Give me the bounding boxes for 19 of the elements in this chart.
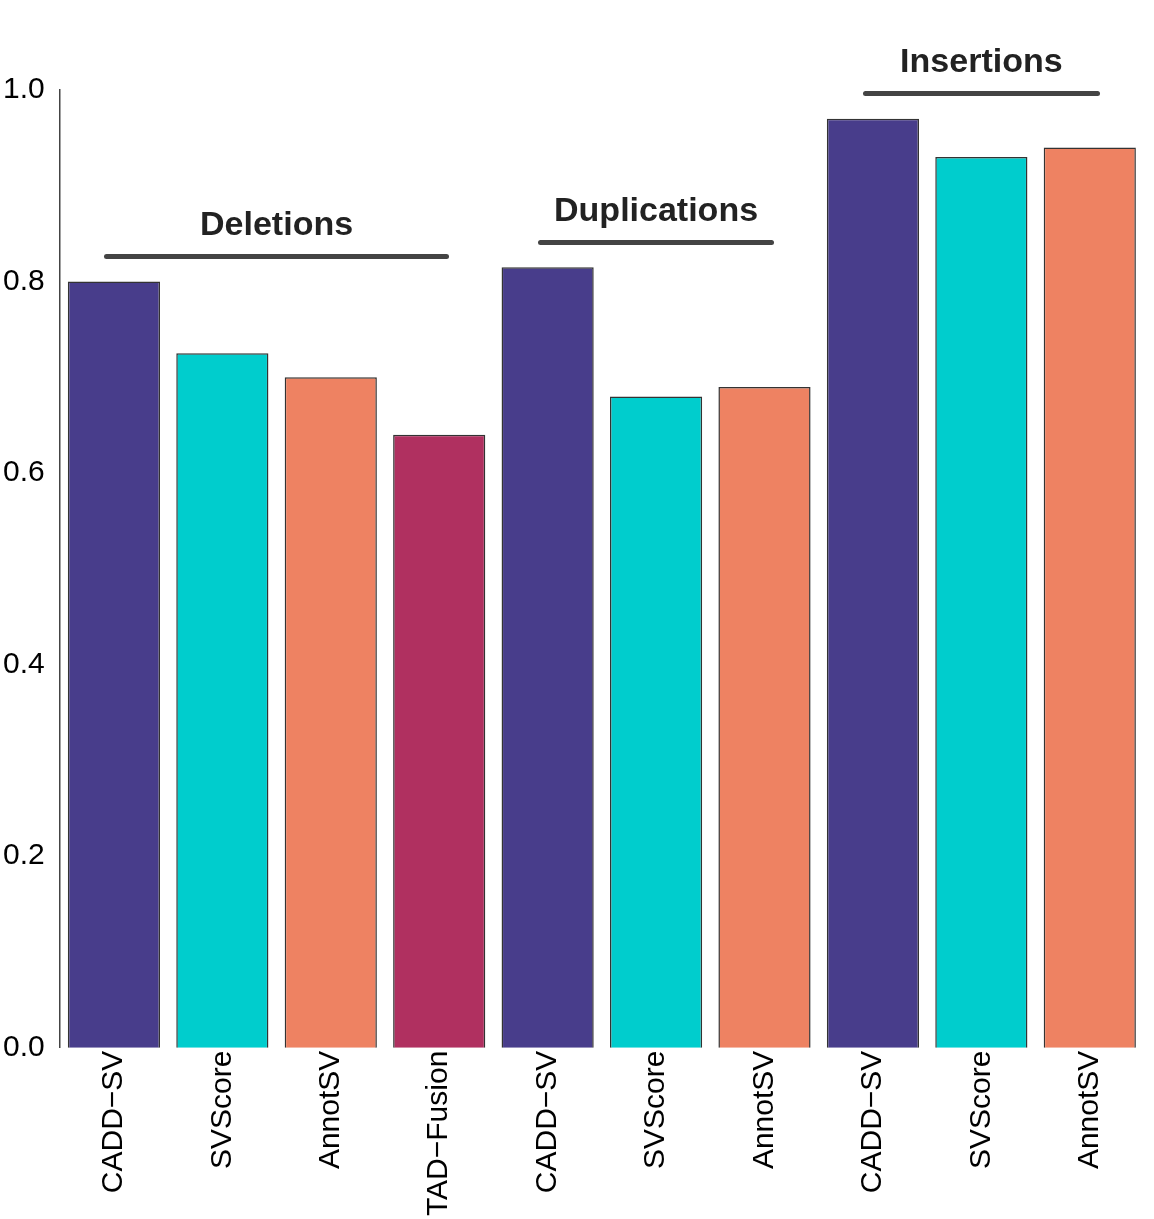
x-tick-label: SVScore	[637, 1050, 671, 1170]
text: Insertions	[900, 41, 1063, 80]
y-tick-label: 0.0	[2, 1028, 45, 1062]
y-tick-label: 0.2	[2, 837, 45, 871]
x-tick-label: AnnotSV	[312, 1050, 346, 1170]
x-tick-label: AnnotSV	[1071, 1050, 1105, 1170]
annotation: Duplications	[554, 189, 759, 228]
y-tick-label: 0.4	[2, 645, 45, 679]
x-tick-label: CADD−SV	[95, 1050, 129, 1194]
y-tick-label: 0.8	[2, 262, 45, 296]
x-tick-label: TAD−Fusion	[420, 1050, 454, 1217]
annotation: Deletions	[200, 203, 354, 242]
x-tick-label: SVScore	[203, 1050, 237, 1170]
y-tick-label: 0.6	[2, 454, 45, 488]
x-tick-label: CADD−SV	[854, 1050, 888, 1194]
x-tick-label: SVScore	[962, 1050, 996, 1170]
x-tick-label: CADD−SV	[528, 1050, 562, 1194]
x-tick-label: AnnotSV	[745, 1050, 779, 1170]
y-tick-label: 1.0	[2, 71, 45, 105]
